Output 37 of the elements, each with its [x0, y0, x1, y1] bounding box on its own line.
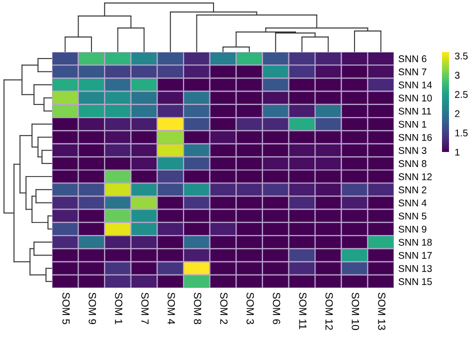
color-bar-label: 2 — [455, 110, 460, 118]
x-tick-label: SOM 9 — [88, 292, 96, 324]
y-tick-label: SNN 17 — [398, 252, 432, 259]
x-tick-label: SOM 8 — [194, 292, 202, 324]
y-tick-label: SNN 10 — [398, 94, 432, 102]
y-tick-label: SNN 5 — [398, 212, 426, 220]
x-tick-label: SOM 5 — [62, 292, 70, 324]
y-tick-label: SNN 12 — [398, 173, 432, 180]
x-tick-label: SOM 1 — [114, 292, 122, 324]
x-tick-label: SOM 3 — [246, 292, 254, 324]
y-tick-label: SNN 14 — [398, 82, 432, 88]
x-tick-label: SOM 2 — [220, 292, 228, 324]
x-tick-label: SOM 10 — [352, 292, 360, 330]
color-bar-label: 3 — [454, 72, 460, 79]
x-tick-label: SOM 6 — [272, 292, 280, 324]
y-tick-label: SNN 15 — [398, 278, 432, 286]
x-tick-label: SOM 12 — [325, 292, 333, 330]
y-tick-label: SNN 4 — [398, 200, 427, 206]
y-tick-label: SNN 6 — [398, 55, 426, 62]
y-tick-label: SNN 11 — [398, 108, 432, 115]
x-tick-label: SOM 11 — [299, 292, 307, 330]
y-tick-label: SNN 1 — [398, 120, 426, 128]
y-tick-label: SNN 7 — [398, 68, 426, 76]
y-tick-label: SNN 3 — [398, 147, 426, 154]
y-tick-label: SNN 16 — [398, 134, 432, 141]
y-tick-label: SNN 18 — [398, 238, 432, 246]
x-tick-label: SOM 4 — [168, 292, 175, 324]
color-bar-label: 1.5 — [455, 130, 468, 136]
x-tick-label: SOM 7 — [141, 292, 149, 324]
x-tick-label: SOM 13 — [378, 292, 386, 330]
y-tick-label: SNN 9 — [398, 226, 426, 233]
color-bar-label: 1 — [455, 148, 460, 156]
y-tick-label: SNN 13 — [398, 265, 432, 272]
y-tick-label: SNN 8 — [398, 160, 426, 168]
color-bar-label: 3.5 — [454, 52, 468, 60]
y-tick-label: SNN 2 — [398, 186, 426, 194]
color-bar-label: 2.5 — [455, 91, 468, 98]
